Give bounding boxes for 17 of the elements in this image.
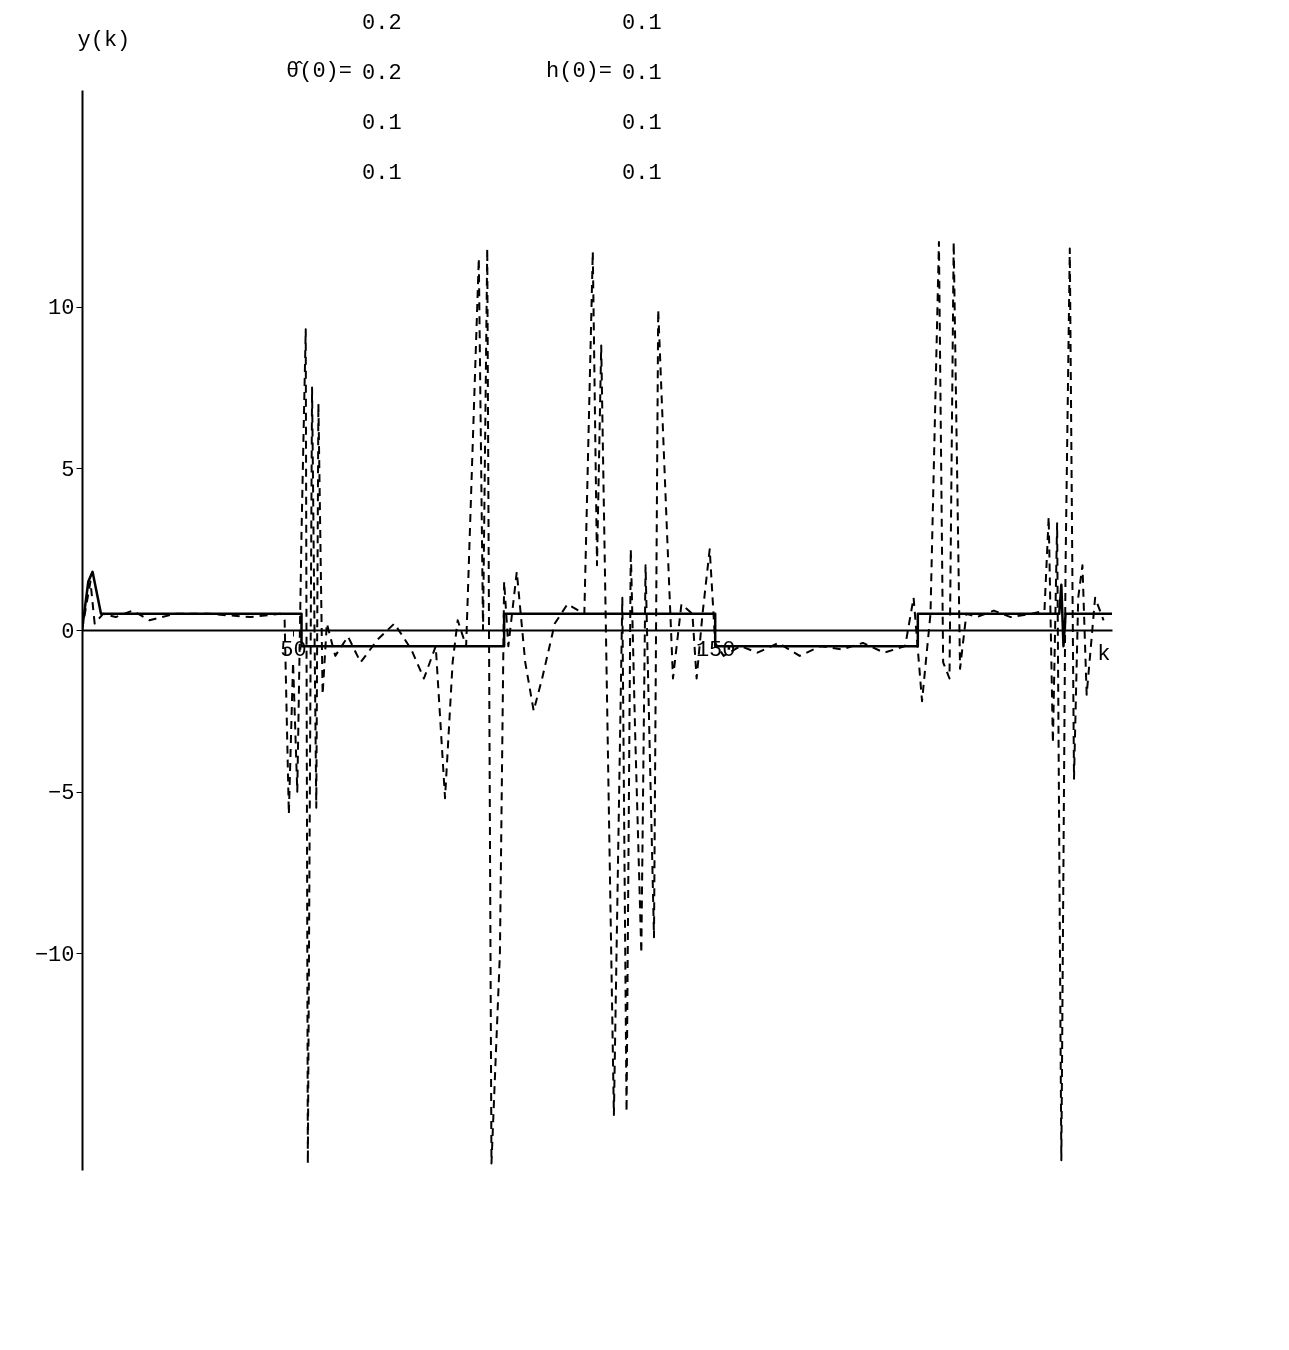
text: 0.2 — [362, 11, 402, 36]
annotation: 0.1 — [362, 111, 402, 136]
y-tick-label: 10 — [48, 296, 75, 322]
y-tick-label: −5 — [48, 781, 75, 807]
text: 0.2 — [362, 61, 402, 86]
annotation: 0.1 — [362, 161, 402, 186]
text: 0.1 — [622, 11, 662, 36]
x-axis-title: k — [1097, 641, 1111, 667]
text: h(0)= — [545, 59, 612, 84]
y-tick-label: −10 — [34, 942, 75, 968]
y-tick-label: 5 — [61, 457, 75, 483]
text: θ̂(0)= — [285, 59, 352, 84]
text: 0.1 — [622, 61, 662, 86]
y-axis-title: y(k) — [77, 27, 131, 53]
annotation: 0.1 — [622, 161, 662, 186]
y-tick-label: 0 — [61, 619, 75, 645]
annotation: 0.1 — [622, 111, 662, 136]
